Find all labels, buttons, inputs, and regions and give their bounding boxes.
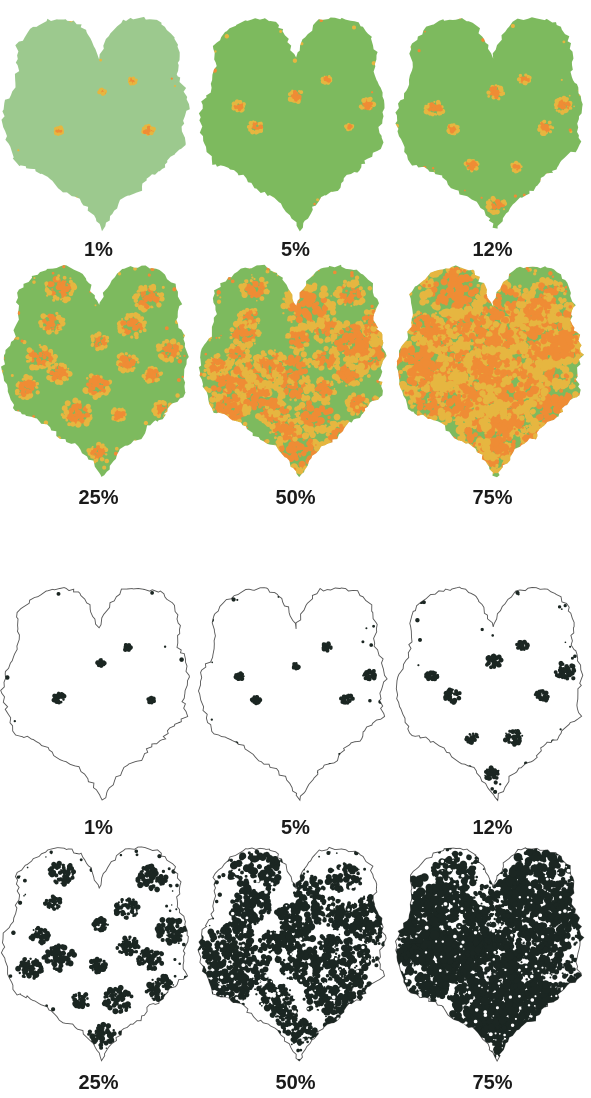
binary-leaf-1-map <box>0 587 190 801</box>
binary-leaf-12: 12% <box>394 586 591 839</box>
binary-leaf-5-map <box>198 587 388 802</box>
lesion-layer <box>4 847 189 1050</box>
lesion-layer <box>17 18 177 232</box>
binary-leaf-1-label: 1% <box>84 817 113 839</box>
color-leaf-12: 12% <box>394 17 591 261</box>
lesion-layer <box>396 265 585 478</box>
lesion-layer <box>1 265 187 471</box>
color-leaf-25: 25% <box>0 265 197 509</box>
color-leaf-25-label: 25% <box>78 487 119 509</box>
color-leaf-75-label: 75% <box>472 487 513 509</box>
lesion-layer <box>212 17 377 206</box>
lesion-layer <box>406 590 577 801</box>
binary-leaf-5: 5% <box>197 587 394 839</box>
leaf-blade <box>198 587 388 802</box>
color-leaf-5-label: 5% <box>281 239 310 261</box>
color-leaf-1-map <box>1 16 190 232</box>
color-leaf-75-map <box>396 265 585 478</box>
color-leaf-5: 5% <box>197 17 394 261</box>
color-leaf-5-map <box>198 17 385 232</box>
binary-leaf-25-label: 25% <box>78 1072 119 1094</box>
color-leaf-1-label: 1% <box>84 239 113 261</box>
color-leaf-75: 75% <box>394 265 591 509</box>
binary-leaf-75: 75% <box>394 847 591 1094</box>
color-leaf-50: 50% <box>197 264 394 509</box>
leaf-blade <box>395 17 583 229</box>
color-leaf-12-map <box>395 17 583 229</box>
color-leaf-1: 1% <box>0 16 197 261</box>
binary-leaf-12-label: 12% <box>472 817 513 839</box>
binary-leaf-75-label: 75% <box>472 1072 513 1094</box>
lesion-layer <box>5 587 184 744</box>
binary-leaf-25-map <box>0 846 189 1062</box>
leaf-blade <box>395 586 584 802</box>
lesion-layer <box>395 17 583 215</box>
binary-leaf-1: 1% <box>0 587 197 839</box>
color-leaf-12-label: 12% <box>472 239 513 261</box>
color-leaf-50-map <box>198 264 387 478</box>
leaf-blade <box>0 587 190 801</box>
lesion-layer <box>209 595 383 774</box>
binary-leaf-50-map <box>197 846 387 1062</box>
binary-leaf-12-map <box>395 586 584 802</box>
binary-leaf-50-label: 50% <box>275 1072 316 1094</box>
binary-leaf-5-label: 5% <box>281 817 310 839</box>
leaf-blade <box>1 16 190 232</box>
binary-leaf-25: 25% <box>0 846 197 1094</box>
binary-leaf-50: 50% <box>197 846 394 1094</box>
color-leaf-25-map <box>1 265 189 477</box>
binary-leaf-75-map <box>395 847 585 1063</box>
lesion-layer <box>198 265 387 478</box>
leaf-blade <box>198 17 385 232</box>
color-leaf-50-label: 50% <box>275 487 316 509</box>
